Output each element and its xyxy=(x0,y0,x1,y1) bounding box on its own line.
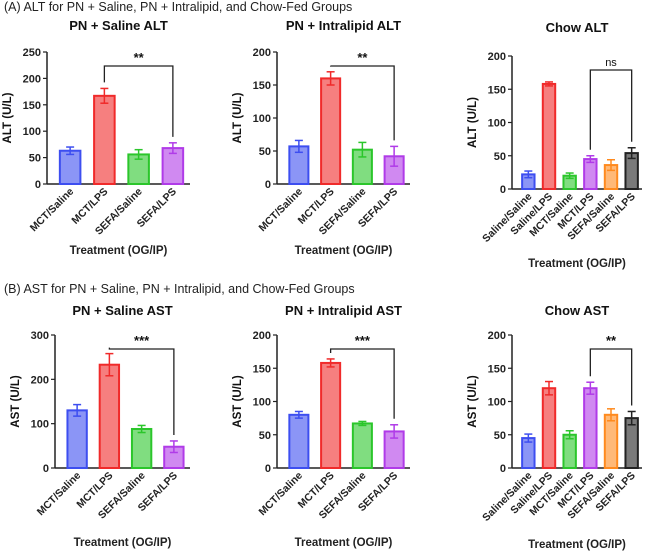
chart-panel-0: PN + Saline ALT 0 50 100 150 200 250 ALT (U/L) M… xyxy=(2,18,190,257)
section-a-title: (A) ALT for PN + Saline, PN + Intralipid… xyxy=(4,0,353,14)
y-axis-label: AST (U/L) xyxy=(10,375,22,428)
chart-title: Chow AST xyxy=(545,303,610,318)
chart-panel-4: PN + Intralipid AST 0 50 100 150 200 AST (U/L)… xyxy=(232,303,410,549)
x-tick-label: MCT/Saline xyxy=(28,186,77,235)
y-tick-label: 200 xyxy=(488,51,506,63)
significance-bracket xyxy=(329,65,395,141)
y-axis-label: ALT (U/L) xyxy=(2,92,14,143)
bar-saline-lps xyxy=(541,82,557,190)
y-axis-label: ALT (U/L) xyxy=(232,92,244,143)
y-tick-label: 0 xyxy=(500,184,506,196)
significance-label: ** xyxy=(134,50,145,65)
x-axis-label: Treatment (OG/IP) xyxy=(528,539,626,551)
bar-mct-lps xyxy=(583,387,598,470)
bar-saline-lps xyxy=(541,387,557,470)
y-tick-label: 150 xyxy=(253,80,271,92)
chart-title: PN + Saline ALT xyxy=(69,18,168,33)
y-tick-label: 150 xyxy=(488,84,506,96)
bar-mct-lps xyxy=(98,363,121,470)
y-tick-label: 150 xyxy=(23,100,41,112)
x-tick-label: MCT/Saline xyxy=(256,470,305,519)
y-tick-label: 200 xyxy=(23,73,41,85)
bar-mct-saline xyxy=(562,433,577,469)
y-tick-label: 0 xyxy=(500,463,506,475)
y-tick-label: 150 xyxy=(253,363,271,375)
significance-bracket xyxy=(103,65,174,137)
bar-sefa-saline xyxy=(603,413,619,469)
significance-label: *** xyxy=(355,333,371,348)
bar-sefa-lps xyxy=(624,417,639,469)
y-tick-label: 50 xyxy=(494,430,506,442)
y-tick-label: 300 xyxy=(31,330,49,342)
significance-label: ** xyxy=(357,50,368,65)
y-tick-label: 250 xyxy=(23,47,41,59)
y-tick-label: 100 xyxy=(253,113,271,125)
chart-title: PN + Intralipid ALT xyxy=(286,18,401,33)
bar-mct-saline xyxy=(288,413,310,469)
significance-bracket xyxy=(589,69,633,150)
significance-label: *** xyxy=(134,333,150,348)
x-axis-label: Treatment (OG/IP) xyxy=(70,245,168,257)
bar-mct-lps xyxy=(583,158,598,190)
y-tick-label: 50 xyxy=(494,151,506,163)
chart-title: PN + Intralipid AST xyxy=(285,303,402,318)
y-tick-label: 100 xyxy=(488,397,506,409)
significance-label: ns xyxy=(605,57,617,69)
y-axis-label: AST (U/L) xyxy=(232,375,244,428)
y-tick-label: 0 xyxy=(43,463,49,475)
bar-sefa-saline xyxy=(130,427,153,469)
y-tick-label: 100 xyxy=(31,419,49,431)
bar-mct-saline xyxy=(66,409,88,470)
y-tick-label: 50 xyxy=(259,146,271,158)
y-tick-label: 150 xyxy=(488,363,506,375)
bar-mct-lps xyxy=(93,94,116,185)
y-tick-label: 200 xyxy=(31,374,49,386)
chart-panel-1: PN + Intralipid ALT 0 50 100 150 200 ALT (U/L)… xyxy=(232,18,410,257)
x-axis-label: Treatment (OG/IP) xyxy=(295,537,393,549)
chart-panel-3: PN + Saline AST 0 100 200 300 AST (U/L) MCT/Sa… xyxy=(10,303,190,549)
significance-bracket xyxy=(108,347,175,435)
y-tick-label: 200 xyxy=(253,330,271,342)
x-axis-label: Treatment (OG/IP) xyxy=(295,245,393,257)
y-tick-label: 0 xyxy=(35,179,41,191)
y-tick-label: 50 xyxy=(259,430,271,442)
x-tick-label: MCT/Saline xyxy=(35,470,84,519)
bar-mct-lps xyxy=(320,77,342,185)
x-tick-label: MCT/Saline xyxy=(256,186,305,235)
y-tick-label: 50 xyxy=(29,153,41,165)
y-tick-label: 100 xyxy=(488,118,506,130)
x-axis-label: Treatment (OG/IP) xyxy=(74,537,172,549)
y-tick-label: 200 xyxy=(488,330,506,342)
y-tick-label: 200 xyxy=(253,47,271,59)
y-tick-label: 0 xyxy=(265,179,271,191)
x-axis-label: Treatment (OG/IP) xyxy=(528,258,626,270)
section-b-title: (B) AST for PN + Saline, PN + Intralipid… xyxy=(4,282,355,296)
y-tick-label: 100 xyxy=(253,397,271,409)
bar-sefa-saline xyxy=(351,422,373,470)
chart-title: PN + Saline AST xyxy=(72,303,172,318)
significance-bracket xyxy=(589,348,633,406)
y-axis-label: AST (U/L) xyxy=(467,375,479,428)
y-tick-label: 100 xyxy=(23,126,41,138)
y-tick-label: 0 xyxy=(265,463,271,475)
y-axis-label: ALT (U/L) xyxy=(467,97,479,148)
significance-label: ** xyxy=(606,333,617,348)
bar-mct-lps xyxy=(320,361,342,469)
significance-bracket xyxy=(329,348,395,419)
chart-title: Chow ALT xyxy=(546,20,609,35)
bar-mct-saline xyxy=(58,149,82,185)
